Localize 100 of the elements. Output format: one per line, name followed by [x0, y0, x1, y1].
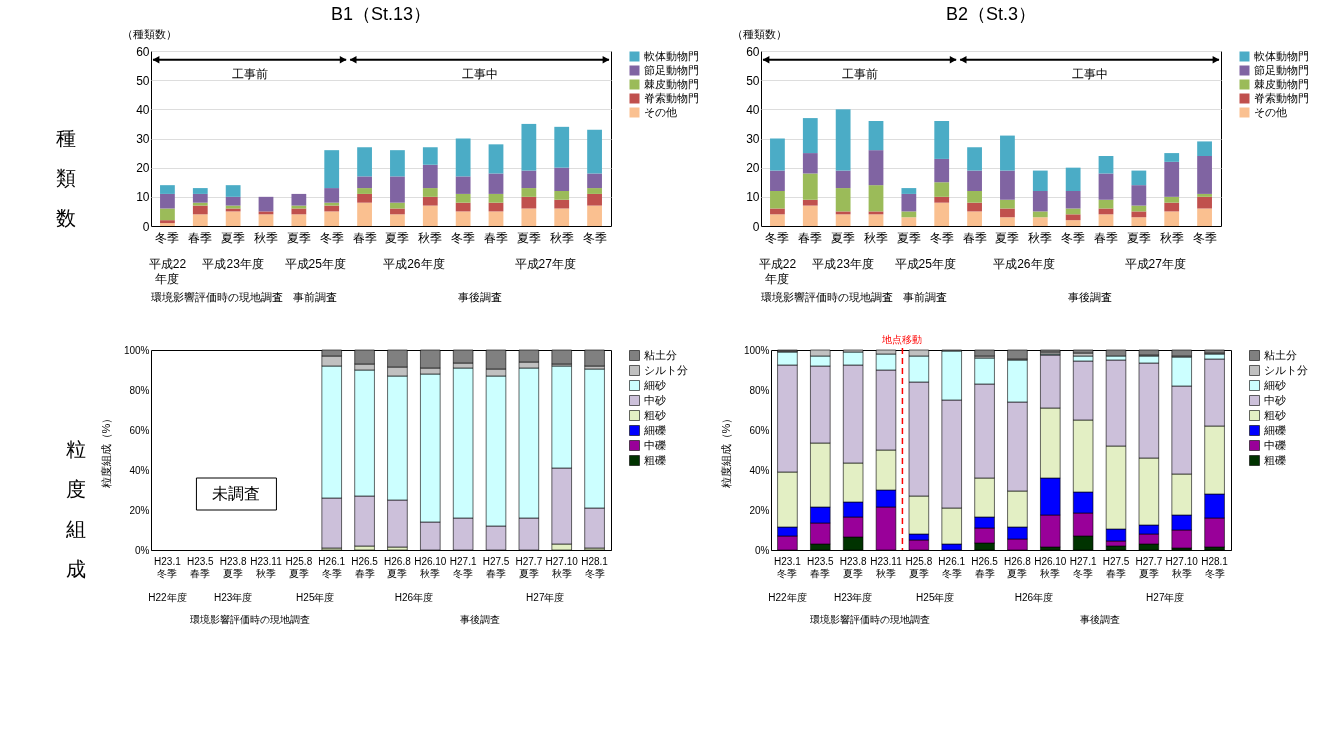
- y-tick-label: 30: [746, 132, 760, 146]
- text: H27年度: [1146, 592, 1185, 603]
- legend-label: 細砂: [1263, 378, 1286, 391]
- x-tick-label: H27.1 冬季: [1069, 555, 1097, 579]
- x-tick-label: H23.11 秋季: [250, 555, 283, 579]
- legend-label: 粗礫: [1264, 453, 1286, 466]
- legend-label: 細砂: [643, 378, 666, 391]
- legend-label: 節足動物門: [1254, 63, 1309, 76]
- annotation: 工事中: [461, 67, 498, 82]
- x-tick-label: H26.1 冬季: [938, 555, 966, 579]
- y-tick-label: 50: [136, 73, 150, 88]
- x-tick-label: 夏季: [385, 230, 410, 245]
- y-tick-label: 60: [746, 44, 760, 59]
- text: H23年度: [833, 592, 873, 603]
- annotation: 工事前: [841, 67, 878, 82]
- x-tick-label: 冬季: [319, 230, 344, 245]
- x-tick-label: H27.5 春季: [482, 555, 510, 579]
- y-axis-title: （種類数）: [121, 27, 177, 40]
- x-tick-label: 春季: [188, 230, 213, 245]
- legend-label: 棘皮動物門: [644, 77, 699, 90]
- x-tick-label: H23.11 秋季: [870, 555, 903, 579]
- y-tick-label: 100%: [743, 344, 770, 356]
- legend-label: 粘土分: [644, 348, 677, 361]
- text: 平成26年度: [993, 257, 1055, 271]
- y-tick-label: 40: [136, 102, 150, 117]
- x-tick-label: H27.10 秋季: [1165, 555, 1199, 579]
- legend-label: 中砂: [1264, 393, 1286, 406]
- x-tick-label: 夏季: [516, 230, 541, 245]
- legend-label: 軟体動物門: [1254, 49, 1309, 62]
- x-tick-label: 春季: [352, 230, 377, 245]
- y-tick-label: 40%: [129, 464, 150, 476]
- legend-label: シルト分: [1264, 363, 1308, 376]
- text: 平成23年度: [812, 257, 874, 271]
- x-tick-label: H25.8 夏季: [285, 555, 313, 579]
- y-tick-label: 100%: [123, 344, 150, 356]
- y-tick-label: 40: [746, 102, 760, 117]
- text: 環境影響評価時の現地調査: [189, 614, 310, 625]
- y-tick-label: 80%: [129, 384, 150, 396]
- y-tick-label: 20: [746, 161, 760, 176]
- x-tick-label: H28.1 冬季: [1201, 555, 1229, 579]
- text: H22年度: [768, 592, 807, 603]
- text: 平成25年度: [284, 257, 346, 271]
- y-axis-title: 粒度組成（%）: [99, 412, 112, 489]
- text: H27年度: [526, 592, 565, 603]
- x-tick-label: 秋季: [254, 230, 278, 245]
- x-tick-label: 秋季: [1028, 230, 1053, 245]
- text: 平成23年度: [202, 257, 264, 271]
- y-tick-label: 40%: [749, 464, 770, 476]
- text: 平成22 年度: [758, 257, 797, 286]
- x-tick-label: 夏季: [221, 230, 246, 245]
- y-tick-label: 50: [746, 73, 760, 88]
- legend-label: 粗砂: [1264, 408, 1286, 421]
- x-tick-label: 冬季: [765, 230, 790, 245]
- legend-label: 中礫: [644, 438, 666, 451]
- y-axis-title: 粒度組成（%）: [719, 412, 732, 489]
- x-tick-label: H27.7 夏季: [515, 555, 543, 579]
- text: 事前調査: [293, 291, 338, 303]
- x-tick-label: H26.1 冬季: [318, 555, 346, 579]
- legend-label: 粘土分: [1264, 348, 1297, 361]
- x-tick-label: 春季: [798, 230, 823, 245]
- annotation: 工事中: [1071, 67, 1108, 82]
- x-tick-label: 冬季: [929, 230, 954, 245]
- legend-label: 軟体動物門: [644, 49, 699, 62]
- legend-label: 棘皮動物門: [1254, 77, 1309, 90]
- legend-label: 細礫: [1263, 423, 1286, 436]
- y-tick-label: 10: [136, 190, 150, 205]
- legend-label: 中礫: [1264, 438, 1286, 451]
- text: 平成25年度: [894, 257, 956, 271]
- legend-label: 脊索動物門: [1254, 91, 1309, 104]
- y-tick-label: 30: [136, 132, 150, 146]
- x-tick-label: H27.1 冬季: [449, 555, 477, 579]
- x-tick-label: 夏季: [286, 230, 311, 245]
- x-tick-label: H23.5 春季: [806, 555, 835, 579]
- y-tick-label: 20%: [749, 504, 770, 516]
- x-tick-label: 秋季: [549, 230, 574, 245]
- x-tick-label: 冬季: [451, 230, 476, 245]
- x-tick-label: H25.8 夏季: [905, 555, 933, 579]
- text: H22年度: [148, 592, 187, 603]
- x-tick-label: H23.5 春季: [186, 555, 215, 579]
- y-tick-label: 0%: [135, 544, 150, 556]
- text: 事後調査: [457, 291, 502, 303]
- y-tick-label: 0: [142, 219, 150, 234]
- y-tick-label: 0: [752, 219, 760, 234]
- x-tick-label: H26.10 秋季: [414, 555, 447, 579]
- x-tick-label: 夏季: [831, 230, 856, 245]
- x-tick-label: H27.7 夏季: [1135, 555, 1163, 579]
- text: 環境影響評価時の現地調査: [150, 291, 283, 303]
- y-axis-title: （種類数）: [731, 27, 787, 40]
- text: H25年度: [296, 592, 335, 603]
- legend-label: 中砂: [644, 393, 666, 406]
- legend-label: 細礫: [643, 423, 666, 436]
- x-tick-label: 秋季: [418, 230, 443, 245]
- text: 事後調査: [1079, 614, 1120, 625]
- y-tick-label: 10: [746, 190, 760, 205]
- text: 事後調査: [459, 614, 500, 625]
- legend-label: 粗礫: [644, 453, 666, 466]
- x-tick-label: 夏季: [896, 230, 921, 245]
- text: 環境影響評価時の現地調査: [760, 291, 893, 303]
- x-tick-label: 春季: [1094, 230, 1118, 245]
- x-tick-label: H23.1 冬季: [154, 555, 182, 579]
